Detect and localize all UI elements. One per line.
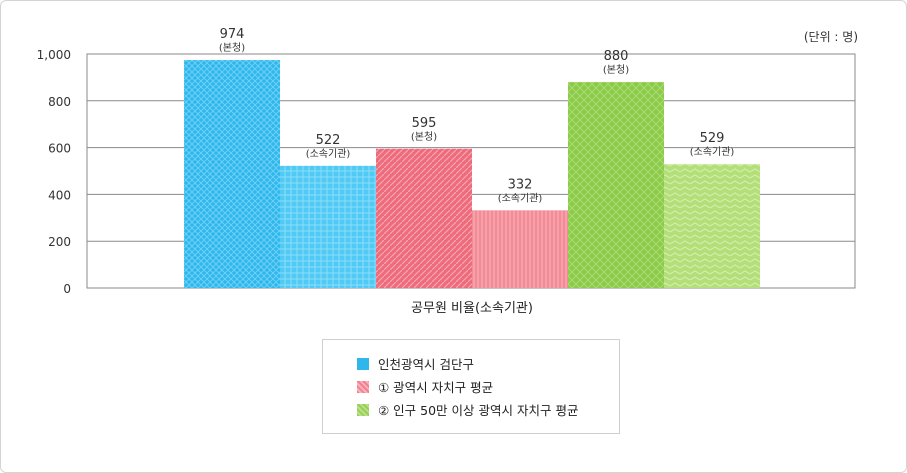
data-sublabel: (소속기관) (498, 192, 543, 204)
bar (472, 210, 568, 288)
legend-label: ② 인구 50만 이상 광역시 자치구 평균 (378, 403, 579, 418)
data-label: 595 (412, 116, 437, 131)
data-label: 332 (508, 177, 533, 192)
legend-label: 인천광역시 검단구 (378, 357, 474, 372)
legend-swatch (357, 357, 369, 370)
legend-swatch (357, 403, 369, 416)
data-sublabel: (소속기관) (690, 146, 735, 158)
data-label: 974 (220, 27, 245, 42)
data-sublabel: (소속기관) (306, 148, 351, 160)
legend-swatch (357, 380, 369, 393)
legend-item: ② 인구 50만 이상 광역시 자치구 평균 (323, 398, 619, 421)
bar (280, 165, 376, 288)
data-sublabel: (본청) (219, 42, 245, 54)
y-tick-label: 400 (48, 188, 71, 202)
data-label: 522 (316, 133, 341, 148)
legend-label: ① 광역시 자치구 평균 (378, 380, 494, 395)
data-label: 529 (700, 131, 725, 146)
legend-item: ① 광역시 자치구 평균 (323, 375, 619, 398)
unit-label: (단위 : 명) (804, 30, 858, 44)
bar (376, 148, 472, 288)
data-sublabel: (본청) (411, 131, 437, 143)
data-sublabel: (본청) (603, 64, 629, 76)
bar (184, 60, 280, 288)
y-tick-label: 200 (48, 235, 71, 249)
category-label: 공무원 비율(소속기관) (411, 301, 533, 316)
y-tick-label: 800 (48, 95, 71, 109)
y-tick-label: 600 (48, 142, 71, 156)
legend-item: 인천광역시 검단구 (323, 352, 619, 375)
bar (568, 82, 664, 288)
y-tick-label: 0 (63, 282, 71, 296)
legend: 인천광역시 검단구 ① 광역시 자치구 평균 ② 인구 50만 이상 광역시 자… (322, 339, 620, 434)
y-tick-label: 1,000 (37, 48, 71, 62)
data-label: 880 (604, 49, 629, 64)
bar (664, 164, 760, 288)
